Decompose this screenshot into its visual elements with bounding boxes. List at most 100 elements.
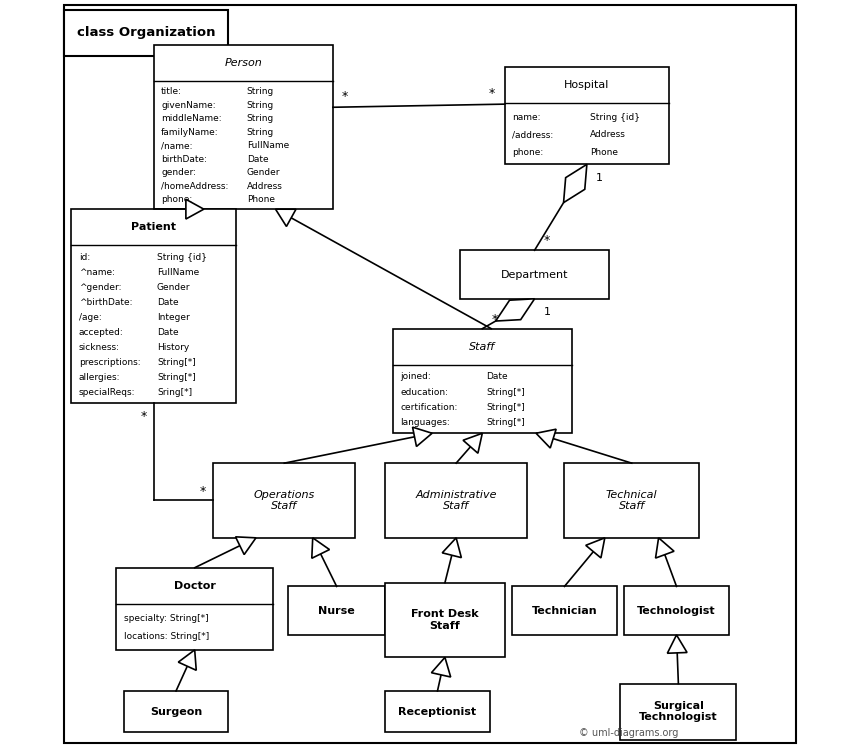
FancyBboxPatch shape — [154, 45, 333, 209]
Text: *: * — [140, 410, 146, 423]
Text: id:: id: — [79, 252, 90, 261]
Text: /age:: /age: — [79, 313, 101, 322]
Text: Nurse: Nurse — [318, 606, 355, 616]
Polygon shape — [586, 538, 605, 558]
Text: History: History — [157, 343, 189, 352]
Text: phone:: phone: — [513, 148, 544, 157]
Text: *: * — [200, 485, 206, 498]
Text: prescriptions:: prescriptions: — [79, 358, 140, 368]
Text: Hospital: Hospital — [564, 80, 610, 90]
Text: /name:: /name: — [161, 141, 193, 150]
Text: accepted:: accepted: — [79, 328, 124, 337]
Text: String[*]: String[*] — [157, 358, 195, 368]
Text: Person: Person — [224, 58, 262, 68]
Polygon shape — [413, 427, 432, 447]
Polygon shape — [275, 209, 296, 226]
Text: 1: 1 — [596, 173, 603, 183]
Text: Gender: Gender — [157, 283, 190, 292]
FancyBboxPatch shape — [460, 250, 609, 299]
Text: specialReqs:: specialReqs: — [79, 388, 135, 397]
Text: languages:: languages: — [400, 418, 450, 427]
Text: ^gender:: ^gender: — [79, 283, 121, 292]
Text: title:: title: — [161, 87, 182, 96]
Polygon shape — [655, 538, 674, 558]
Text: Date: Date — [157, 328, 179, 337]
FancyBboxPatch shape — [564, 463, 699, 538]
Text: Department: Department — [501, 270, 568, 279]
Text: class Organization: class Organization — [77, 26, 215, 40]
Text: education:: education: — [400, 388, 448, 397]
Text: Date: Date — [247, 155, 268, 164]
Text: specialty: String[*]: specialty: String[*] — [124, 614, 208, 623]
Text: String {id}: String {id} — [590, 113, 640, 122]
Polygon shape — [178, 650, 196, 670]
Polygon shape — [186, 199, 204, 219]
Text: Administrative
Staff: Administrative Staff — [415, 490, 497, 511]
Text: 1: 1 — [544, 307, 550, 317]
FancyBboxPatch shape — [288, 586, 385, 635]
Text: String: String — [247, 87, 274, 96]
FancyBboxPatch shape — [213, 463, 355, 538]
Text: birthDate:: birthDate: — [161, 155, 207, 164]
Text: middleName:: middleName: — [161, 114, 222, 123]
Text: String[*]: String[*] — [157, 374, 195, 382]
Text: familyName:: familyName: — [161, 128, 218, 137]
Text: Technical
Staff: Technical Staff — [606, 490, 658, 511]
Text: String[*]: String[*] — [486, 403, 525, 412]
Text: name:: name: — [513, 113, 541, 122]
FancyBboxPatch shape — [385, 691, 489, 732]
FancyBboxPatch shape — [124, 691, 228, 732]
Text: ^birthDate:: ^birthDate: — [79, 298, 132, 307]
Text: Receptionist: Receptionist — [398, 707, 476, 716]
Polygon shape — [463, 433, 482, 453]
Polygon shape — [536, 430, 556, 448]
Text: String {id}: String {id} — [157, 252, 207, 261]
Polygon shape — [563, 164, 587, 202]
FancyBboxPatch shape — [71, 209, 236, 403]
Text: Phone: Phone — [247, 195, 275, 204]
Polygon shape — [312, 538, 329, 558]
Text: String[*]: String[*] — [486, 388, 525, 397]
Text: Phone: Phone — [590, 148, 618, 157]
Text: Front Desk
Staff: Front Desk Staff — [411, 610, 479, 630]
Text: Date: Date — [157, 298, 179, 307]
Text: Technician: Technician — [531, 606, 598, 616]
Text: Surgeon: Surgeon — [150, 707, 202, 716]
Text: Patient: Patient — [131, 222, 176, 232]
Text: ^name:: ^name: — [79, 267, 115, 276]
FancyBboxPatch shape — [624, 586, 728, 635]
Text: sickness:: sickness: — [79, 343, 120, 352]
Text: certification:: certification: — [400, 403, 458, 412]
Text: FullName: FullName — [157, 267, 200, 276]
Text: *: * — [491, 313, 497, 326]
Polygon shape — [442, 538, 461, 557]
Text: allergies:: allergies: — [79, 374, 120, 382]
Text: FullName: FullName — [247, 141, 289, 150]
Text: Surgical
Technologist: Surgical Technologist — [639, 701, 718, 722]
Text: gender:: gender: — [161, 168, 196, 177]
FancyBboxPatch shape — [385, 463, 527, 538]
Text: Doctor: Doctor — [174, 580, 216, 591]
Text: joined:: joined: — [400, 372, 431, 381]
FancyBboxPatch shape — [64, 5, 796, 743]
FancyBboxPatch shape — [64, 10, 228, 56]
Text: © uml-diagrams.org: © uml-diagrams.org — [580, 728, 679, 738]
FancyBboxPatch shape — [505, 67, 669, 164]
Text: phone:: phone: — [161, 195, 193, 204]
Text: Address: Address — [247, 182, 283, 190]
Text: givenName:: givenName: — [161, 101, 216, 110]
Text: String: String — [247, 114, 274, 123]
Text: Staff: Staff — [470, 341, 495, 352]
Text: /address:: /address: — [513, 130, 554, 139]
Text: String[*]: String[*] — [486, 418, 525, 427]
Polygon shape — [495, 299, 535, 321]
FancyBboxPatch shape — [620, 684, 736, 740]
Text: Gender: Gender — [247, 168, 280, 177]
Text: *: * — [342, 90, 348, 103]
Text: String: String — [247, 101, 274, 110]
Text: /homeAddress:: /homeAddress: — [161, 182, 229, 190]
Text: Date: Date — [486, 372, 507, 381]
Text: *: * — [544, 235, 550, 247]
Text: Sring[*]: Sring[*] — [157, 388, 192, 397]
FancyBboxPatch shape — [513, 586, 617, 635]
